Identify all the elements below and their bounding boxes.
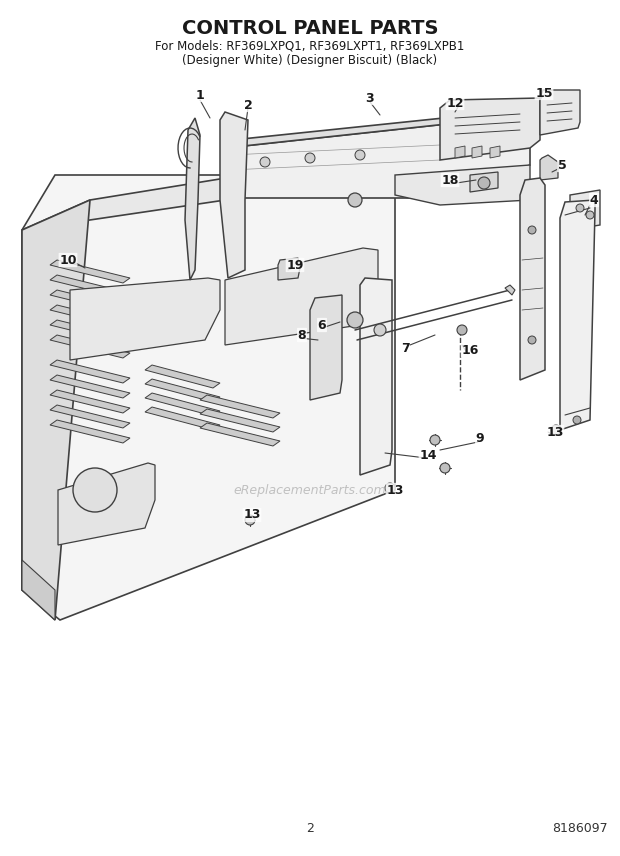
Circle shape	[355, 150, 365, 160]
Text: For Models: RF369LXPQ1, RF369LXPT1, RF369LXPB1: For Models: RF369LXPQ1, RF369LXPT1, RF36…	[156, 39, 464, 52]
Polygon shape	[360, 278, 392, 475]
Text: 16: 16	[461, 343, 479, 356]
Polygon shape	[310, 295, 342, 400]
Polygon shape	[200, 395, 280, 418]
Circle shape	[385, 483, 395, 493]
Polygon shape	[225, 248, 378, 345]
Circle shape	[374, 324, 386, 336]
Circle shape	[430, 435, 440, 445]
Polygon shape	[540, 155, 558, 180]
Text: 13: 13	[243, 508, 260, 521]
Polygon shape	[50, 375, 130, 398]
Text: 4: 4	[590, 193, 598, 206]
Polygon shape	[200, 409, 280, 432]
Polygon shape	[22, 560, 55, 620]
Circle shape	[528, 226, 536, 234]
Text: 5: 5	[557, 158, 567, 171]
Polygon shape	[145, 407, 220, 430]
Polygon shape	[472, 146, 482, 158]
Circle shape	[457, 325, 467, 335]
Text: 2: 2	[306, 822, 314, 835]
Polygon shape	[220, 112, 248, 278]
Circle shape	[440, 463, 450, 473]
Polygon shape	[50, 420, 130, 443]
Polygon shape	[185, 118, 200, 280]
Text: 1: 1	[196, 88, 205, 102]
Circle shape	[573, 416, 581, 424]
Polygon shape	[50, 290, 130, 313]
Text: 9: 9	[476, 431, 484, 444]
Polygon shape	[50, 405, 130, 428]
Circle shape	[348, 193, 362, 207]
Text: 18: 18	[441, 174, 459, 187]
Polygon shape	[50, 335, 130, 358]
Polygon shape	[22, 145, 430, 230]
Polygon shape	[225, 108, 540, 148]
Text: 13: 13	[386, 484, 404, 496]
Polygon shape	[490, 146, 500, 158]
Polygon shape	[540, 90, 580, 135]
Polygon shape	[505, 285, 515, 295]
Polygon shape	[50, 320, 130, 343]
Text: 12: 12	[446, 97, 464, 110]
Text: 13: 13	[546, 425, 564, 438]
Circle shape	[305, 153, 315, 163]
Polygon shape	[50, 390, 130, 413]
Polygon shape	[145, 393, 220, 416]
Polygon shape	[145, 365, 220, 388]
Polygon shape	[225, 115, 530, 198]
Text: 15: 15	[535, 86, 553, 99]
Text: 10: 10	[60, 253, 77, 266]
Text: (Designer White) (Designer Biscuit) (Black): (Designer White) (Designer Biscuit) (Bla…	[182, 54, 438, 67]
Text: 8186097: 8186097	[552, 822, 608, 835]
Circle shape	[528, 336, 536, 344]
Polygon shape	[455, 146, 465, 158]
Polygon shape	[570, 190, 600, 230]
Text: CONTROL PANEL PARTS: CONTROL PANEL PARTS	[182, 19, 438, 38]
Circle shape	[73, 468, 117, 512]
Text: 19: 19	[286, 259, 304, 271]
Text: 14: 14	[419, 449, 436, 461]
Text: 2: 2	[244, 98, 252, 111]
Polygon shape	[58, 463, 155, 545]
Text: eReplacementParts.com: eReplacementParts.com	[234, 484, 386, 496]
Polygon shape	[560, 200, 595, 430]
Circle shape	[347, 312, 363, 328]
Polygon shape	[278, 258, 300, 280]
Text: 7: 7	[401, 342, 409, 354]
Text: 8: 8	[298, 329, 306, 342]
Polygon shape	[22, 175, 395, 620]
Text: 3: 3	[366, 92, 374, 104]
Polygon shape	[50, 260, 130, 283]
Polygon shape	[520, 178, 545, 380]
Polygon shape	[50, 305, 130, 328]
Circle shape	[551, 425, 561, 435]
Polygon shape	[70, 278, 220, 360]
Text: 6: 6	[317, 318, 326, 331]
Circle shape	[586, 211, 594, 219]
Polygon shape	[50, 275, 130, 298]
Polygon shape	[50, 360, 130, 383]
Polygon shape	[395, 165, 530, 205]
Polygon shape	[145, 379, 220, 402]
Circle shape	[245, 515, 255, 525]
Circle shape	[260, 157, 270, 167]
Circle shape	[576, 204, 584, 212]
Polygon shape	[200, 423, 280, 446]
Polygon shape	[470, 172, 498, 192]
Circle shape	[478, 177, 490, 189]
Polygon shape	[440, 98, 540, 160]
Polygon shape	[22, 200, 90, 620]
